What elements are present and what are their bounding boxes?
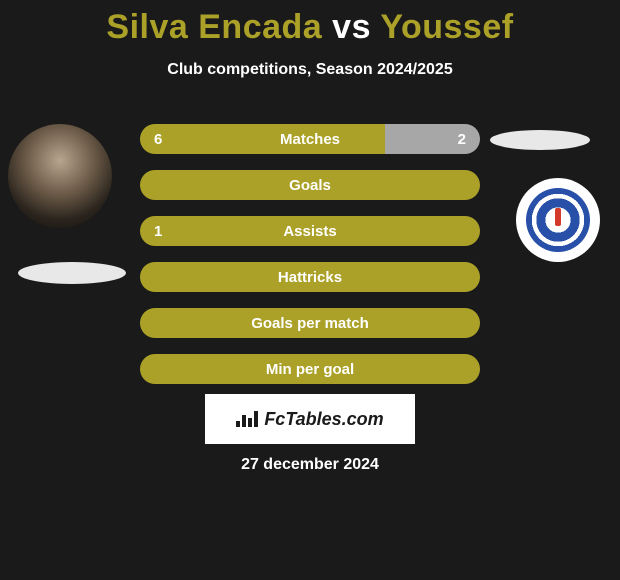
stat-bar-label: Assists <box>140 216 480 246</box>
branding-label: FcTables.com <box>264 409 383 430</box>
title-player2: Youssef <box>380 8 513 46</box>
branding-badge: FcTables.com <box>205 394 415 444</box>
page-title: Silva Encada vs Youssef <box>0 0 620 47</box>
club-logo-icon <box>526 188 590 252</box>
player2-club-badge <box>516 178 600 262</box>
stat-bar-label: Matches <box>140 124 480 154</box>
stat-bar-label: Hattricks <box>140 262 480 292</box>
chart-icon <box>236 411 258 427</box>
player2-oval <box>490 130 590 150</box>
stat-bar-label: Min per goal <box>140 354 480 384</box>
stat-bar: Min per goal <box>140 354 480 384</box>
title-vs: vs <box>332 8 371 46</box>
comparison-bars: Matches6 2 Goals Assists1 Hattricks Goals per… <box>140 124 480 400</box>
stat-bar-left-value: 1 <box>154 216 162 246</box>
stat-bar-right-value: 2 <box>458 124 466 154</box>
title-player1: Silva Encada <box>106 8 322 46</box>
date-label: 27 december 2024 <box>0 456 620 474</box>
stat-bar-label: Goals <box>140 170 480 200</box>
stat-bar: Hattricks <box>140 262 480 292</box>
player1-club-badge <box>18 262 126 284</box>
subtitle: Club competitions, Season 2024/2025 <box>0 61 620 79</box>
stat-bar: Goals <box>140 170 480 200</box>
stat-bar: Matches6 2 <box>140 124 480 154</box>
player1-avatar <box>8 124 112 228</box>
stat-bar: Goals per match <box>140 308 480 338</box>
stat-bar-left-value: 6 <box>154 124 162 154</box>
stat-bar: Assists1 <box>140 216 480 246</box>
stat-bar-label: Goals per match <box>140 308 480 338</box>
